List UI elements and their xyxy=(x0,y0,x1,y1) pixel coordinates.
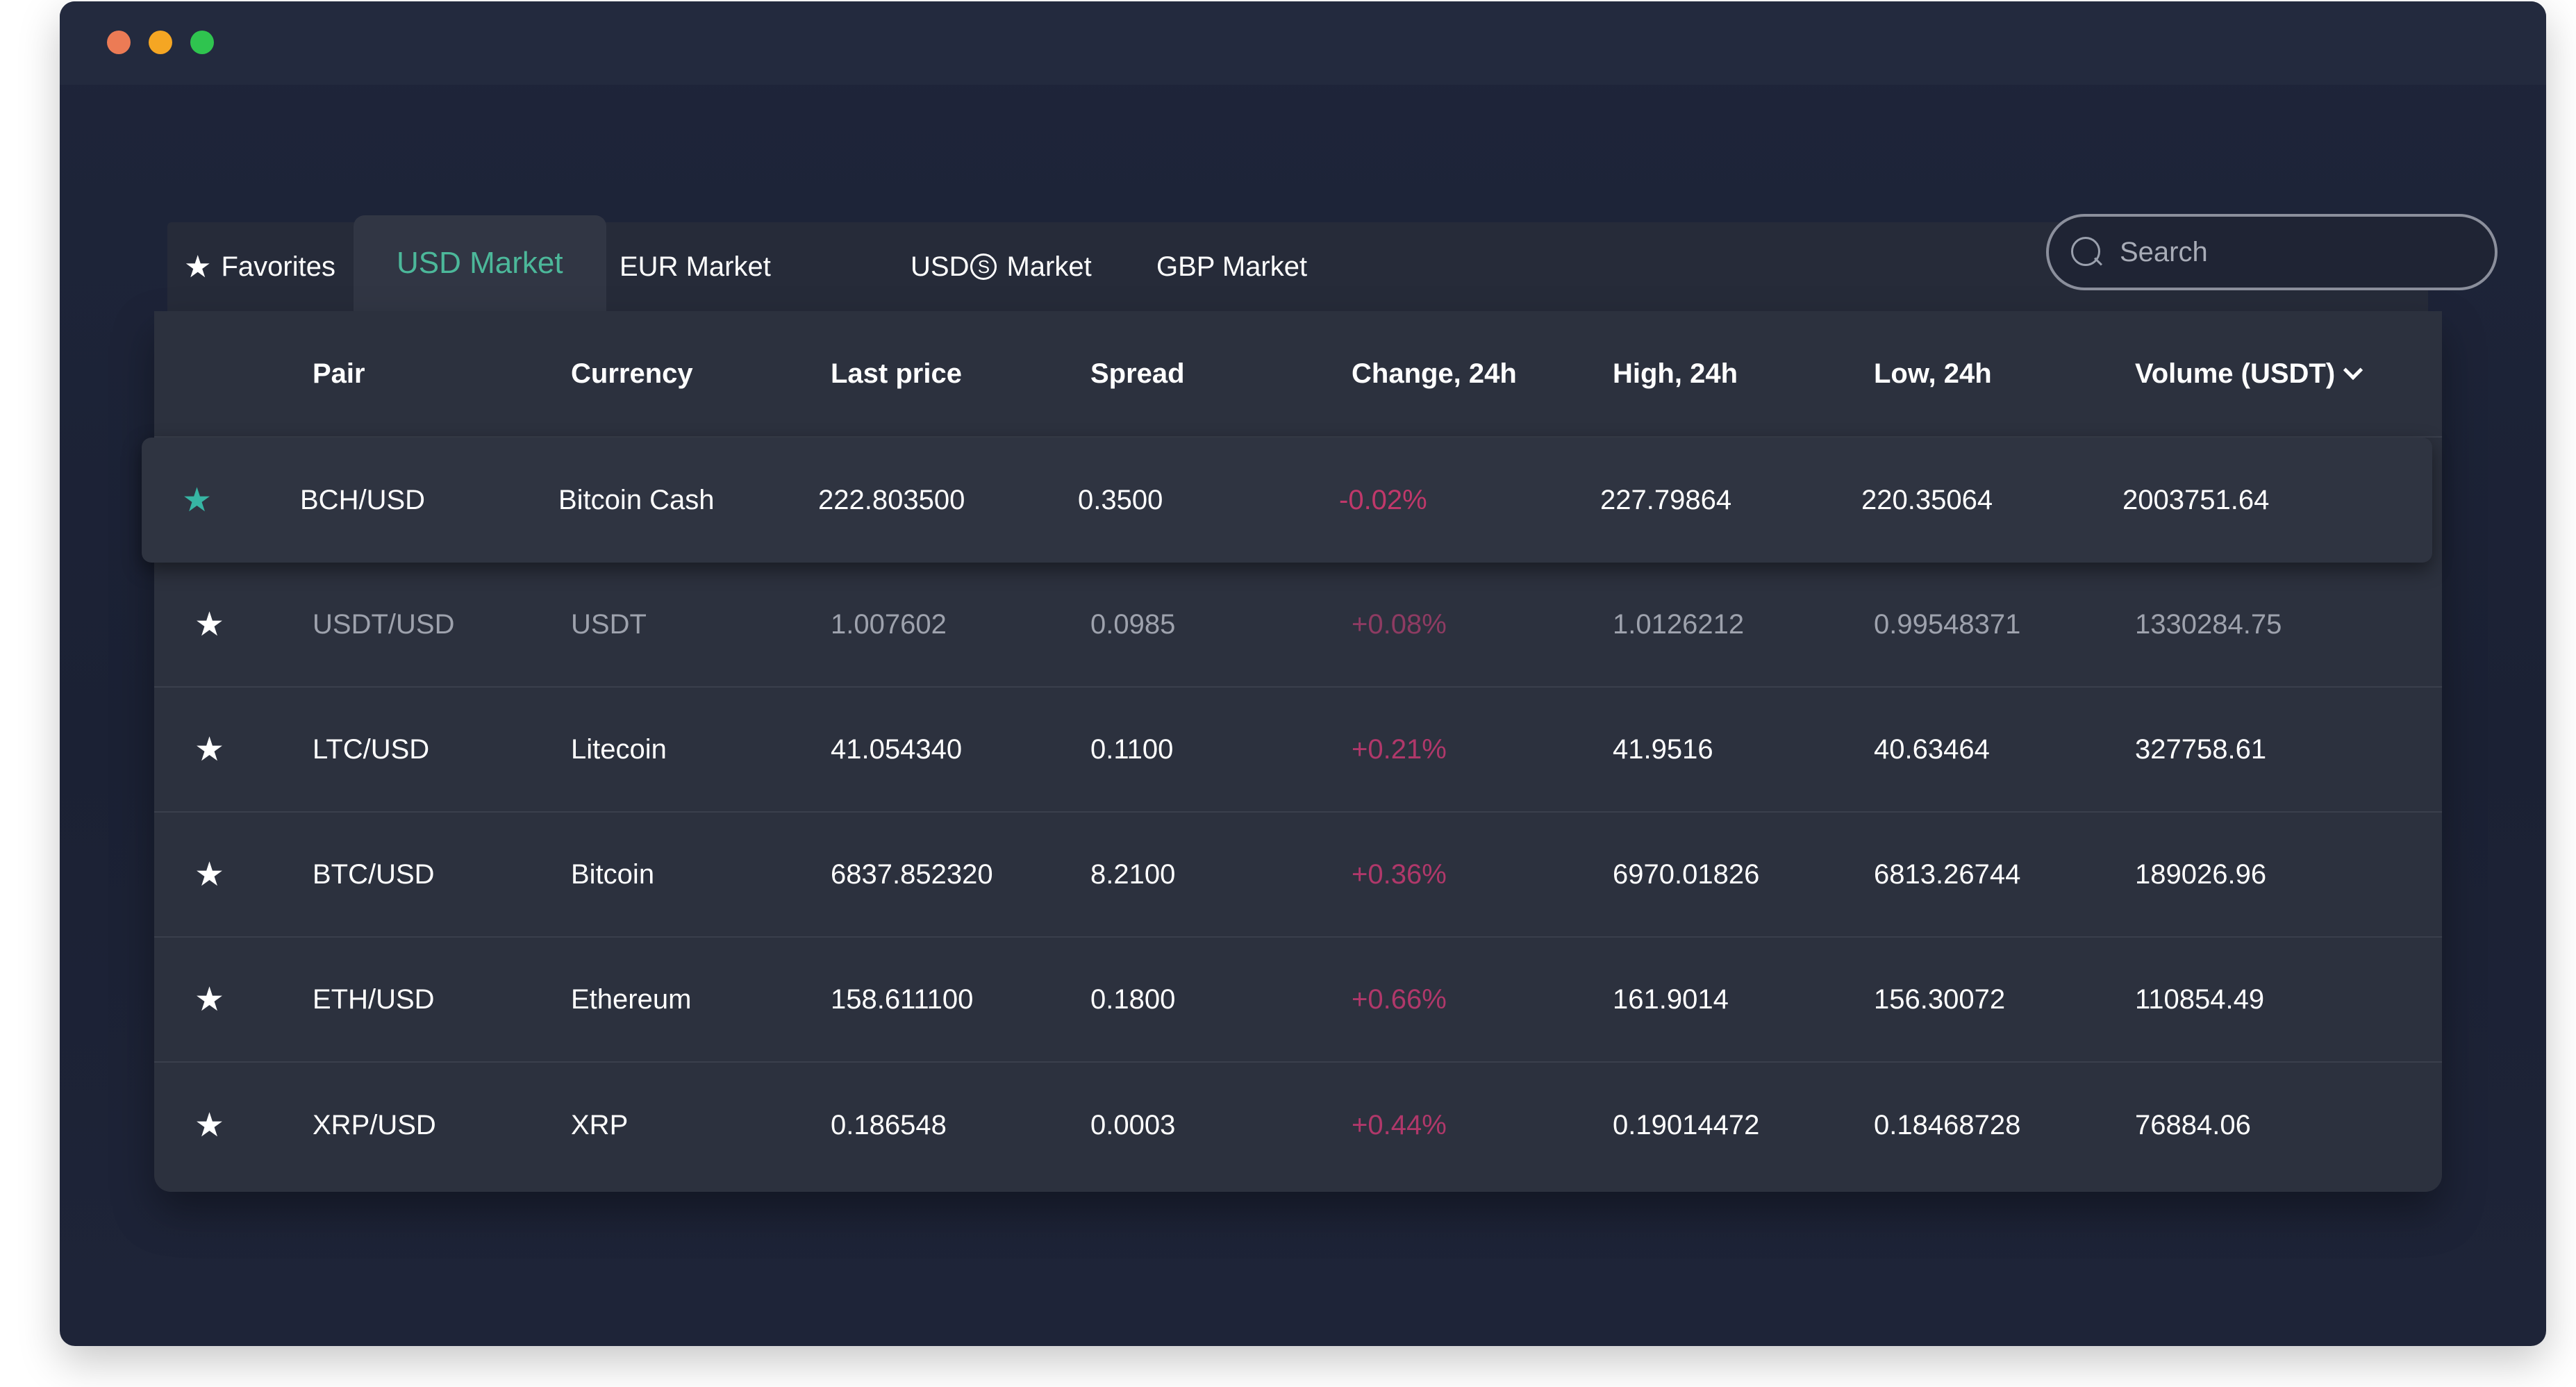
cell-low: 220.35064 xyxy=(1861,484,1993,515)
cell-volume: 189026.96 xyxy=(2135,858,2267,890)
cell-change: -0.02% xyxy=(1339,484,1427,515)
header-high[interactable]: High, 24h xyxy=(1613,358,1738,389)
search-box[interactable] xyxy=(2046,214,2498,290)
title-bar xyxy=(60,1,2546,85)
tab-favorites-label: Favorites xyxy=(221,251,335,282)
header-low[interactable]: Low, 24h xyxy=(1874,358,1992,389)
cell-change: +0.36% xyxy=(1352,858,1447,890)
cell-spread: 8.2100 xyxy=(1090,858,1176,890)
cell-spread: 0.0985 xyxy=(1090,608,1176,640)
cell-high: 1.0126212 xyxy=(1613,608,1745,640)
cell-currency: Bitcoin Cash xyxy=(558,484,715,515)
cell-high: 0.19014472 xyxy=(1613,1109,1760,1140)
header-pair[interactable]: Pair xyxy=(313,358,365,389)
cell-currency: XRP xyxy=(571,1109,629,1140)
cell-currency: Ethereum xyxy=(571,983,692,1015)
star-icon[interactable]: ★ xyxy=(194,981,225,1018)
cell-last-price: 158.611100 xyxy=(831,983,974,1015)
cell-volume: 1330284.75 xyxy=(2135,608,2282,640)
app-window: ★ Favorites USD Market EUR Market USD S … xyxy=(60,1,2546,1346)
cell-change: +0.44% xyxy=(1352,1109,1447,1140)
tab-usd-market[interactable]: USD Market xyxy=(354,215,606,311)
header-volume-label: Volume (USDT) xyxy=(2135,358,2336,389)
header-spread[interactable]: Spread xyxy=(1090,358,1185,389)
cell-change: +0.08% xyxy=(1352,608,1447,640)
tab-usds-prefix: USD xyxy=(911,251,970,282)
header-change[interactable]: Change, 24h xyxy=(1352,358,1517,389)
close-window-button[interactable] xyxy=(107,31,131,54)
cell-currency: Bitcoin xyxy=(571,858,655,890)
table-row[interactable]: ★ ETH/USD Ethereum 158.611100 0.1800 +0.… xyxy=(154,938,2442,1063)
tab-eur-market[interactable]: EUR Market xyxy=(620,222,771,311)
cell-volume: 76884.06 xyxy=(2135,1109,2251,1140)
cell-high: 41.9516 xyxy=(1613,733,1713,765)
cell-high: 227.79864 xyxy=(1600,484,1732,515)
table-row[interactable]: ★ BTC/USD Bitcoin 6837.852320 8.2100 +0.… xyxy=(154,813,2442,938)
cell-volume: 110854.49 xyxy=(2135,983,2265,1015)
cell-spread: 0.3500 xyxy=(1078,484,1163,515)
tab-eur-market-label: EUR Market xyxy=(620,251,771,282)
table-row[interactable]: ★ LTC/USD Litecoin 41.054340 0.1100 +0.2… xyxy=(154,688,2442,813)
star-icon: ★ xyxy=(184,249,212,284)
cell-low: 40.63464 xyxy=(1874,733,1990,765)
favorite-star-icon[interactable]: ★ xyxy=(182,482,213,519)
table-row[interactable]: ★ USDT/USD USDT 1.007602 0.0985 +0.08% 1… xyxy=(154,563,2442,688)
cell-low: 0.18468728 xyxy=(1874,1109,2021,1140)
cell-last-price: 222.803500 xyxy=(818,484,965,515)
cell-currency: Litecoin xyxy=(571,733,667,765)
table-header: Pair Currency Last price Spread Change, … xyxy=(154,311,2442,438)
star-icon[interactable]: ★ xyxy=(194,731,225,768)
cell-pair: ETH/USD xyxy=(313,983,435,1015)
cell-change: +0.66% xyxy=(1352,983,1447,1015)
table-row[interactable]: ★ XRP/USD XRP 0.186548 0.0003 +0.44% 0.1… xyxy=(154,1063,2442,1188)
tab-usds-market[interactable]: USD S Market xyxy=(911,222,1092,311)
header-currency[interactable]: Currency xyxy=(571,358,693,389)
tab-usd-market-label: USD Market xyxy=(397,246,563,280)
cell-volume: 2003751.64 xyxy=(2122,484,2270,515)
cell-pair: XRP/USD xyxy=(313,1109,436,1140)
cell-pair: BTC/USD xyxy=(313,858,435,890)
cell-spread: 0.1800 xyxy=(1090,983,1176,1015)
cell-low: 156.30072 xyxy=(1874,983,2006,1015)
star-icon[interactable]: ★ xyxy=(194,1107,225,1144)
cell-pair: BCH/USD xyxy=(300,484,426,515)
cell-spread: 0.0003 xyxy=(1090,1109,1176,1140)
cell-low: 0.99548371 xyxy=(1874,608,2021,640)
cell-last-price: 1.007602 xyxy=(831,608,947,640)
header-last-price[interactable]: Last price xyxy=(831,358,962,389)
cell-last-price: 41.054340 xyxy=(831,733,963,765)
search-icon xyxy=(2070,235,2103,269)
tab-usds-suffix: Market xyxy=(1006,251,1092,282)
header-volume[interactable]: Volume (USDT) xyxy=(2135,311,2363,436)
cell-last-price: 6837.852320 xyxy=(831,858,993,890)
usds-coin-icon: S xyxy=(970,254,997,280)
cell-pair: LTC/USD xyxy=(313,733,430,765)
cell-change: +0.21% xyxy=(1352,733,1447,765)
cell-currency: USDT xyxy=(571,608,647,640)
star-icon[interactable]: ★ xyxy=(194,606,225,643)
search-input[interactable] xyxy=(2118,235,2495,269)
cell-low: 6813.26744 xyxy=(1874,858,2021,890)
chevron-down-icon xyxy=(2343,360,2363,381)
tab-favorites[interactable]: ★ Favorites xyxy=(184,222,335,311)
cell-high: 161.9014 xyxy=(1613,983,1729,1015)
cell-high: 6970.01826 xyxy=(1613,858,1760,890)
cell-spread: 0.1100 xyxy=(1090,733,1174,765)
cell-last-price: 0.186548 xyxy=(831,1109,947,1140)
cell-pair: USDT/USD xyxy=(313,608,455,640)
cell-volume: 327758.61 xyxy=(2135,733,2267,765)
market-table: Pair Currency Last price Spread Change, … xyxy=(142,311,2442,1192)
star-icon[interactable]: ★ xyxy=(194,856,225,893)
tab-gbp-market[interactable]: GBP Market xyxy=(1156,222,1307,311)
tab-gbp-market-label: GBP Market xyxy=(1156,251,1308,282)
maximize-window-button[interactable] xyxy=(190,31,214,54)
minimize-window-button[interactable] xyxy=(149,31,172,54)
table-row[interactable]: ★ BCH/USD Bitcoin Cash 222.803500 0.3500… xyxy=(142,438,2432,563)
